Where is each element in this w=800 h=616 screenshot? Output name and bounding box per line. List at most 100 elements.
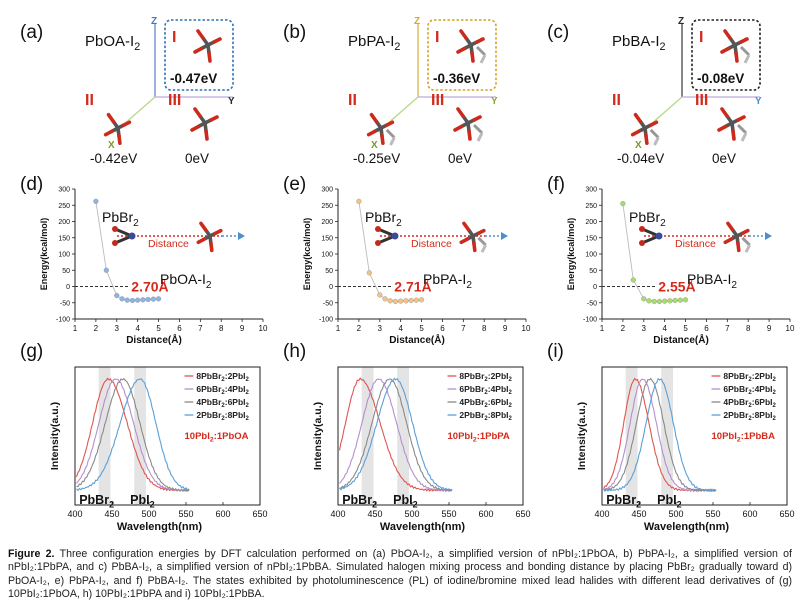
x-tick-label: 4	[662, 324, 667, 333]
caption-text: Three configuration energies by DFT calc…	[8, 548, 793, 601]
config-panel: (b) PbPA-I2 I -0.36eV Z Y X II -0.25eV III 0eV	[283, 16, 498, 166]
x-tick-label: 7	[198, 324, 203, 333]
config-i-label: I	[435, 29, 439, 46]
x-tick-label: 650	[779, 509, 794, 519]
bond	[369, 112, 383, 130]
bond-red	[193, 46, 204, 54]
bond	[190, 121, 207, 132]
y-tick-label: 50	[325, 268, 333, 275]
bond	[199, 221, 212, 238]
config-ii-label: II	[85, 92, 94, 109]
sample-label: 10PbI2:1PbOA	[185, 431, 249, 444]
molecule-label: PbPA-I2	[348, 33, 400, 53]
energy-point	[398, 298, 404, 304]
bond	[643, 126, 649, 145]
side-chain	[741, 236, 751, 247]
x-tick-label: 550	[441, 509, 456, 519]
y-tick-label: -50	[323, 300, 333, 307]
x-tick-label: 400	[67, 509, 82, 519]
y-axis-title: Intensity(a.u.)	[49, 402, 61, 470]
config-i-box	[427, 19, 497, 91]
bond-red	[475, 37, 485, 44]
x-tick-label: 650	[252, 509, 267, 519]
x-tick-label: 400	[330, 509, 345, 519]
panel-letter: (c)	[547, 22, 569, 43]
energy-point	[145, 296, 151, 303]
x-tick-label: 600	[215, 509, 230, 519]
bond	[466, 115, 482, 125]
energy-point	[656, 298, 662, 305]
bond	[203, 121, 209, 141]
bond	[459, 29, 473, 47]
bond	[196, 234, 212, 245]
molecule-config-iii	[190, 107, 219, 141]
band-label-pbi2: PbI2	[657, 493, 681, 510]
bond-red	[209, 115, 219, 122]
bond-red	[476, 228, 486, 236]
pl-series-line	[339, 378, 453, 492]
pl-series-line	[76, 378, 190, 492]
bond-red	[204, 129, 209, 141]
distance-label: Distance	[411, 238, 452, 250]
energy-point	[124, 297, 130, 303]
atom	[112, 226, 118, 232]
bond	[643, 120, 659, 130]
x-tick-label: 6	[177, 324, 182, 333]
x-tick-label: 450	[631, 509, 646, 519]
bond	[633, 112, 647, 130]
legend-label: 6PbBr2:4PbI2	[723, 384, 776, 396]
side-chain	[385, 128, 396, 139]
side-chain	[477, 236, 487, 247]
reactant-label: PbBr2	[365, 209, 402, 229]
bond-red	[193, 107, 202, 118]
energy-point	[114, 293, 120, 299]
x-axis-title: Distance(Å)	[389, 333, 445, 346]
product-molecule	[196, 221, 223, 253]
x-tick-label: 450	[104, 509, 119, 519]
config-iii-label: III	[168, 92, 181, 109]
bond-red	[644, 133, 649, 145]
pl-series-line	[603, 377, 717, 493]
energy-point	[119, 296, 125, 302]
product-molecule	[723, 221, 751, 253]
bond	[730, 115, 746, 125]
config-panel: (c) PbBA-I2 I -0.08eV Z Y X II -0.04eV III 0eV	[547, 16, 762, 166]
energy-point	[408, 297, 414, 304]
bond-red	[366, 129, 377, 137]
x-tick-label: 10	[786, 324, 795, 333]
y-axis-title: Energy(kcal/mol)	[39, 218, 49, 291]
energy-point	[683, 297, 689, 303]
x-axis-title: Wavelength(nm)	[117, 521, 202, 533]
y-tick-label: 50	[62, 268, 70, 275]
pl-series-line	[603, 377, 717, 493]
bond-red	[736, 115, 746, 122]
panel-letter: (a)	[20, 22, 43, 43]
bond	[196, 29, 210, 47]
panel-letter: (b)	[283, 22, 306, 43]
z-axis-label: Z	[151, 16, 157, 27]
bond	[456, 107, 470, 125]
atom	[655, 232, 663, 240]
y-axis-label: Y	[228, 96, 235, 107]
x-tick-label: 9	[767, 324, 772, 333]
reactant-label: PbBr2	[629, 209, 666, 229]
energy-point	[150, 296, 156, 302]
y-tick-label: 200	[58, 219, 70, 226]
legend-label: 2PbBr2:8PbI2	[459, 410, 512, 422]
bond	[471, 228, 486, 238]
bond-red	[196, 237, 206, 245]
bond-red	[467, 129, 472, 141]
side-chain	[389, 136, 396, 146]
x-tick-label: 1	[73, 324, 78, 333]
x-tick-label: 10	[522, 324, 531, 333]
bond-red	[630, 129, 641, 137]
x-tick-label: 7	[461, 324, 466, 333]
bond	[459, 234, 475, 245]
bond	[193, 43, 210, 54]
bond-red	[648, 120, 659, 127]
atom	[391, 232, 399, 240]
x-tick-label: 6	[440, 324, 445, 333]
config-ii-label: II	[348, 92, 357, 109]
energy-point	[392, 298, 398, 305]
plot-frame	[337, 366, 524, 506]
